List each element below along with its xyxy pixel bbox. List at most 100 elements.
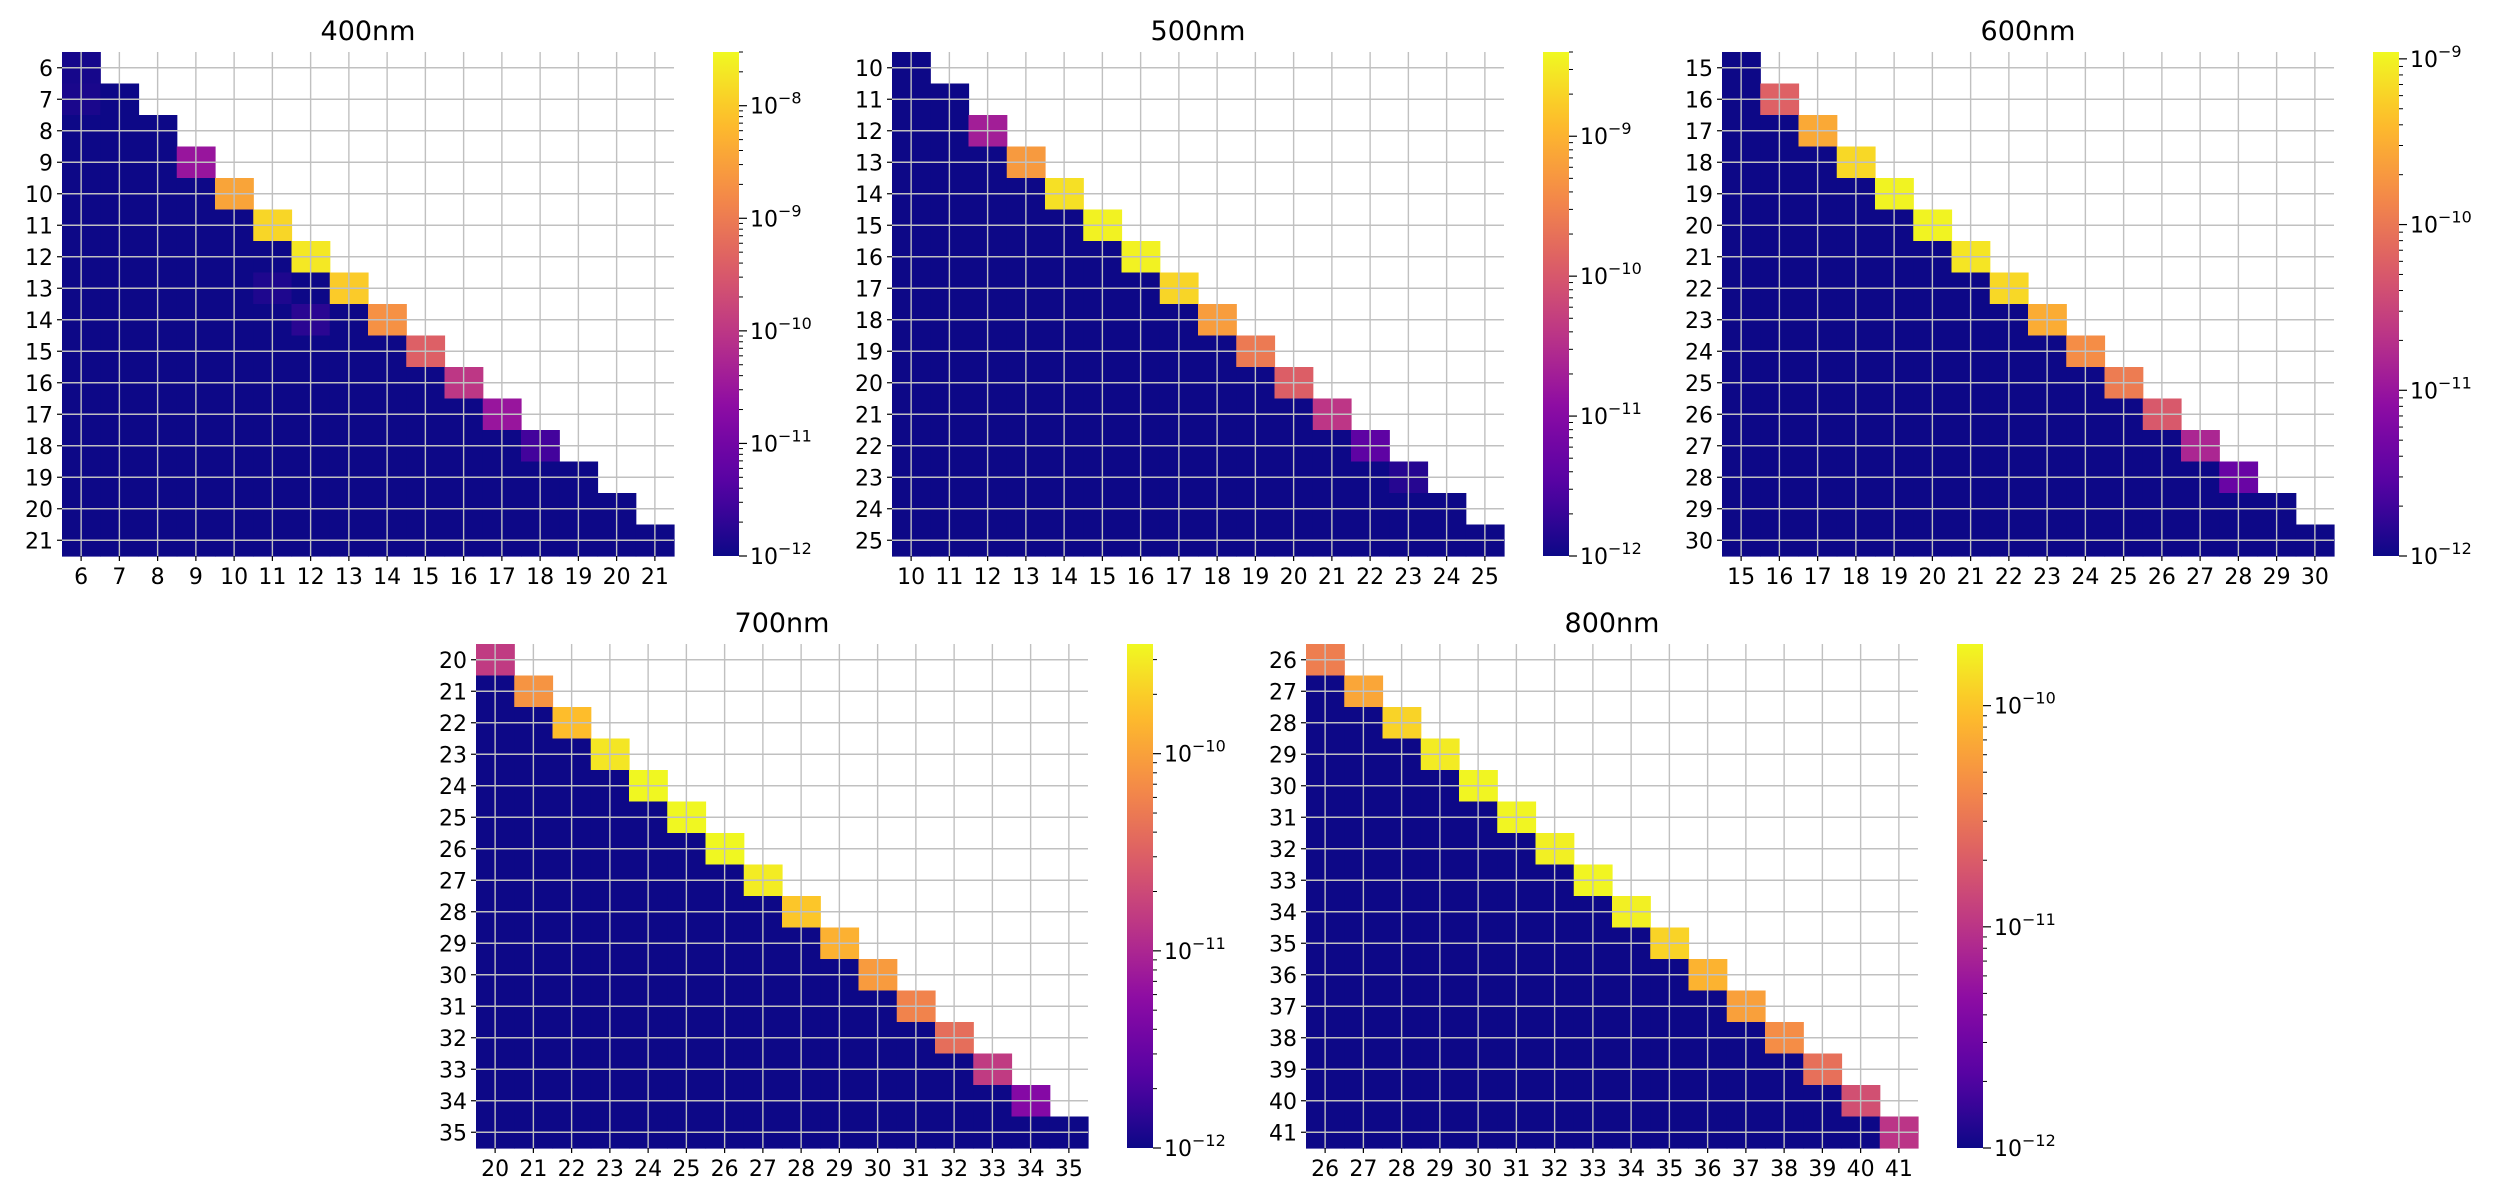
y-tick-label: 20 (439, 649, 467, 674)
x-tick-label: 10 (220, 565, 248, 590)
x-tick-label: 31 (902, 1157, 930, 1182)
x-tick-label: 26 (711, 1157, 739, 1182)
y-tick-label: 37 (1269, 995, 1297, 1020)
x-tick-label: 6 (74, 565, 88, 590)
x-tick-label: 15 (1088, 565, 1116, 590)
heatmap-panel-700nm: 700nm 20 20 21 21 22 22 23 23 24 24 25 25 26 26 27 27 28 2… (439, 608, 1226, 1182)
x-tick-label: 23 (2033, 565, 2061, 590)
y-tick-label: 24 (855, 498, 883, 523)
y-tick-label: 17 (855, 277, 883, 302)
y-tick-label: 11 (25, 214, 53, 239)
colorbar-tick-label: 10−9 (2410, 42, 2462, 73)
y-tick-label: 21 (439, 680, 467, 705)
y-tick-label: 18 (1685, 151, 1713, 176)
x-tick-label: 18 (526, 565, 554, 590)
x-tick-label: 18 (1842, 565, 1870, 590)
x-tick-label: 27 (2186, 565, 2214, 590)
x-tick-label: 26 (2148, 565, 2176, 590)
y-tick-label: 22 (855, 435, 883, 460)
y-tick-label: 15 (855, 214, 883, 239)
heatmap-panel-400nm: 400nm66778899101011111212131314141515161… (25, 16, 812, 590)
y-tick-label: 12 (855, 120, 883, 145)
x-tick-label: 17 (1804, 565, 1832, 590)
y-tick-label: 27 (439, 869, 467, 894)
x-tick-label: 9 (189, 565, 203, 590)
y-tick-label: 21 (1685, 246, 1713, 271)
x-tick-label: 40 (1847, 1157, 1875, 1182)
y-tick-label: 23 (1685, 309, 1713, 334)
x-tick-label: 17 (1165, 565, 1193, 590)
y-tick-label: 41 (1269, 1121, 1297, 1146)
x-tick-label: 25 (2110, 565, 2138, 590)
x-tick-label: 16 (1765, 565, 1793, 590)
x-tick-label: 33 (1579, 1157, 1607, 1182)
colorbar-tick-label: 10−11 (1164, 934, 1226, 965)
x-tick-label: 20 (1280, 565, 1308, 590)
y-tick-label: 16 (25, 372, 53, 397)
y-tick-label: 30 (1685, 529, 1713, 554)
x-tick-label: 22 (1995, 565, 2023, 590)
x-tick-label: 14 (373, 565, 401, 590)
colorbar (1127, 644, 1153, 1148)
heatmap-panel-500nm: 500nm 10 10 11 11 12 12 13 13 14 14 15 15 16 16 17 17 18 1… (855, 16, 1642, 590)
panel-title: 400nm (321, 16, 416, 47)
panel-title: 600nm (1981, 16, 2076, 47)
x-tick-label: 12 (974, 565, 1002, 590)
y-tick-label: 28 (439, 901, 467, 926)
colorbar (1957, 644, 1983, 1148)
y-tick-label: 31 (439, 995, 467, 1020)
panel-title: 800nm (1565, 608, 1660, 639)
y-tick-label: 34 (1269, 901, 1297, 926)
y-tick-label: 11 (855, 88, 883, 113)
x-tick-label: 21 (519, 1157, 547, 1182)
x-tick-label: 24 (1433, 565, 1461, 590)
x-tick-label: 25 (1471, 565, 1499, 590)
x-tick-label: 41 (1885, 1157, 1913, 1182)
y-tick-label: 26 (1269, 649, 1297, 674)
x-tick-label: 19 (1241, 565, 1269, 590)
y-tick-label: 22 (439, 712, 467, 737)
y-tick-label: 19 (1685, 183, 1713, 208)
y-tick-label: 29 (439, 932, 467, 957)
colorbar-tick-label: 10−8 (750, 89, 802, 120)
colorbar-tick-label: 10−10 (1164, 737, 1226, 768)
y-tick-label: 30 (1269, 775, 1297, 800)
y-tick-label: 6 (39, 57, 53, 82)
y-tick-label: 31 (1269, 806, 1297, 831)
x-tick-label: 34 (1617, 1157, 1645, 1182)
x-tick-label: 11 (935, 565, 963, 590)
x-tick-label: 32 (940, 1157, 968, 1182)
y-tick-label: 17 (1685, 120, 1713, 145)
y-tick-label: 9 (39, 151, 53, 176)
x-tick-label: 30 (864, 1157, 892, 1182)
y-tick-label: 21 (25, 529, 53, 554)
y-tick-label: 24 (1685, 340, 1713, 365)
x-tick-label: 19 (564, 565, 592, 590)
y-tick-label: 33 (439, 1058, 467, 1083)
x-tick-label: 39 (1808, 1157, 1836, 1182)
panel-title: 500nm (1151, 16, 1246, 47)
x-tick-label: 21 (641, 565, 669, 590)
x-tick-label: 27 (749, 1157, 777, 1182)
x-tick-label: 27 (1349, 1157, 1377, 1182)
x-tick-label: 35 (1655, 1157, 1683, 1182)
x-tick-label: 12 (297, 565, 325, 590)
x-tick-label: 35 (1055, 1157, 1083, 1182)
x-tick-label: 24 (2071, 565, 2099, 590)
y-tick-label: 13 (25, 277, 53, 302)
y-tick-label: 36 (1269, 964, 1297, 989)
colorbar (1543, 52, 1569, 556)
y-tick-label: 23 (855, 466, 883, 491)
x-tick-label: 29 (1426, 1157, 1454, 1182)
y-tick-label: 12 (25, 246, 53, 271)
x-tick-label: 28 (1388, 1157, 1416, 1182)
y-tick-label: 18 (25, 435, 53, 460)
x-tick-label: 28 (2224, 565, 2252, 590)
y-tick-label: 29 (1269, 743, 1297, 768)
x-tick-label: 32 (1541, 1157, 1569, 1182)
y-tick-label: 29 (1685, 498, 1713, 523)
y-tick-label: 20 (25, 498, 53, 523)
panel-title: 700nm (735, 608, 830, 639)
y-tick-label: 20 (1685, 214, 1713, 239)
y-tick-label: 34 (439, 1090, 467, 1115)
